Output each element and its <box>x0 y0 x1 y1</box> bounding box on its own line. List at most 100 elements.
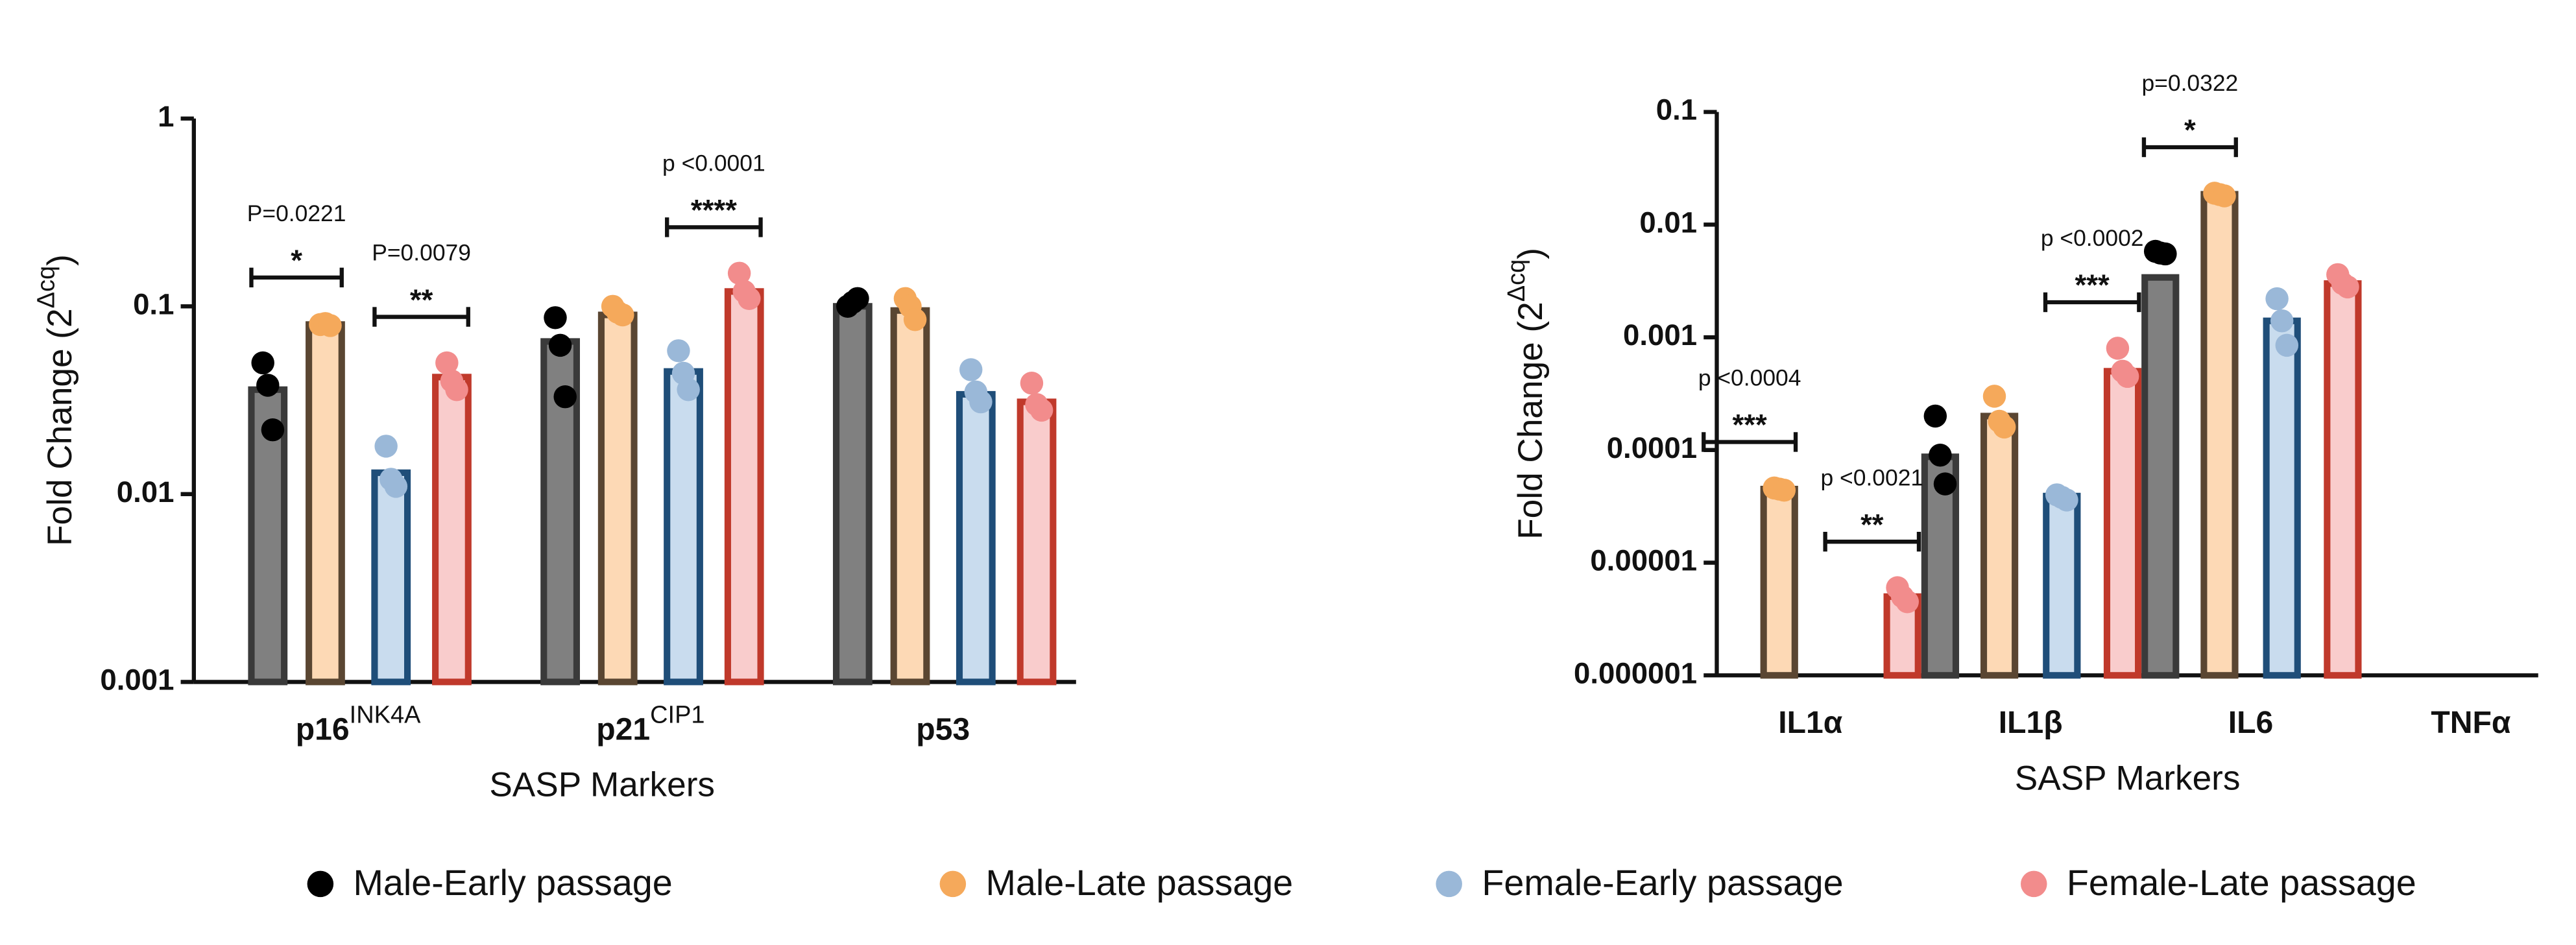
bar <box>1760 485 1798 679</box>
data-point <box>553 385 577 409</box>
data-point <box>2270 309 2294 333</box>
legend-label: Male-Late passage <box>986 863 1294 903</box>
category-name: p16 <box>296 712 350 747</box>
x-tick-label: p21CIP1 <box>596 702 704 747</box>
data-point <box>727 261 751 285</box>
data-point <box>846 287 869 311</box>
sig-stars: **** <box>691 194 737 227</box>
legend-label: Female-Late passage <box>2067 863 2416 903</box>
data-point <box>903 308 927 331</box>
data-point <box>667 339 690 363</box>
bar <box>371 469 411 686</box>
data-point <box>1020 371 1044 395</box>
x-tick-label: p16INK4A <box>296 702 421 747</box>
y-label-text: Fold Change (2 <box>1511 302 1550 540</box>
p-value: p <0.0001 <box>662 150 765 176</box>
category-name: IL1β <box>1999 705 2063 740</box>
data-point <box>1933 472 1957 496</box>
legend-label: Female-Early passage <box>1482 863 1843 903</box>
data-point <box>959 358 983 381</box>
category-sup: INK4A <box>350 702 421 729</box>
x-axis-label: SASP Markers <box>2015 759 2241 797</box>
category-name: IL6 <box>2228 705 2274 740</box>
data-point <box>2275 333 2299 357</box>
data-point <box>251 351 274 375</box>
data-point <box>1029 398 1053 422</box>
y-tick-label: 0.1 <box>1656 93 1697 126</box>
data-point <box>435 351 459 375</box>
bar <box>724 288 764 686</box>
x-tick-label: IL1α <box>1778 705 1843 740</box>
data-point <box>1992 415 2016 439</box>
data-point <box>384 475 408 498</box>
p-value: p <0.0002 <box>2041 225 2144 251</box>
data-point <box>969 390 993 414</box>
sig-stars: ** <box>1860 508 1884 541</box>
y-tick-label: 0.000001 <box>1574 656 1697 689</box>
y-label-sup: Δcq <box>32 266 60 308</box>
y-tick-label: 0.00001 <box>1590 544 1697 577</box>
data-point <box>2115 365 2139 389</box>
data-point <box>544 306 567 329</box>
data-point <box>1982 385 2006 408</box>
y-label-text: Fold Change (2 <box>41 308 79 546</box>
x-axis-label: SASP Markers <box>489 766 715 804</box>
legend-marker <box>307 870 334 898</box>
y-tick-label: 0.001 <box>1623 318 1697 352</box>
category-name: IL1α <box>1778 705 1843 740</box>
y-tick-label: 0.0001 <box>1607 431 1697 464</box>
legend-marker <box>939 870 967 898</box>
bar <box>956 390 996 686</box>
sig-stars: ** <box>410 283 433 317</box>
y-label-end: ) <box>1511 248 1550 259</box>
x-tick-label: IL1β <box>1999 705 2063 740</box>
data-point <box>256 374 280 397</box>
y-label-sup: Δcq <box>1503 259 1530 302</box>
bar <box>890 307 930 686</box>
data-point <box>2336 275 2359 299</box>
bar <box>2141 274 2180 679</box>
data-point <box>1772 479 1796 502</box>
data-point <box>319 314 342 337</box>
bar <box>432 374 472 686</box>
bar <box>306 321 345 686</box>
bar <box>1980 413 2019 679</box>
category-name: p53 <box>916 712 970 747</box>
data-point <box>738 287 761 311</box>
data-point <box>2055 488 2078 512</box>
y-tick-label: 1 <box>158 100 174 133</box>
p-value: p <0.0004 <box>1698 365 1801 391</box>
category-name: p21 <box>596 712 650 747</box>
bar <box>597 311 638 686</box>
data-point <box>1923 404 1947 428</box>
data-point <box>677 378 700 401</box>
y-tick-label: 0.001 <box>100 663 174 696</box>
data-point <box>2265 287 2289 311</box>
data-point <box>611 303 634 327</box>
category-sup: CIP1 <box>650 702 704 729</box>
p-value: p <0.0021 <box>1820 464 1923 490</box>
data-point <box>374 435 398 458</box>
p-value: P=0.0221 <box>247 200 346 226</box>
data-point <box>2213 184 2236 208</box>
data-point <box>445 378 468 401</box>
bar <box>832 303 873 686</box>
p-value: p=0.0322 <box>2141 70 2238 96</box>
y-axis-label: Fold Change (2Δcq) <box>32 254 79 546</box>
sig-stars: *** <box>1733 409 1767 442</box>
y-tick-label: 0.01 <box>117 475 175 508</box>
y-tick-label: 0.1 <box>133 287 174 320</box>
bar <box>1017 398 1057 686</box>
x-tick-label: TNFα <box>2431 705 2511 740</box>
legend-marker <box>2021 870 2047 898</box>
bar <box>2263 317 2301 679</box>
data-point <box>261 418 285 442</box>
sig-stars: *** <box>2075 269 2110 302</box>
legend-label: Male-Early passage <box>353 863 672 903</box>
sig-stars: * <box>291 244 302 277</box>
legend-marker <box>1436 870 1462 898</box>
data-point <box>2106 337 2130 360</box>
bar <box>2103 368 2142 679</box>
x-tick-label: IL6 <box>2228 705 2274 740</box>
data-point <box>1929 444 1952 467</box>
